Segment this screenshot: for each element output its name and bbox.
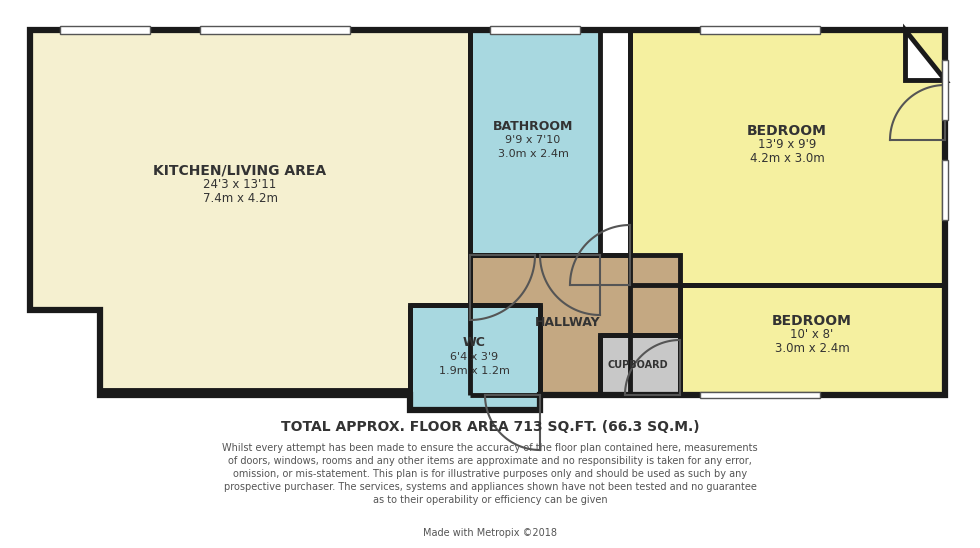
Bar (490, 26, 580, 34)
Bar (60, 26, 150, 34)
Text: prospective purchaser. The services, systems and appliances shown have not been : prospective purchaser. The services, sys… (223, 482, 757, 492)
Bar (942, 60, 948, 120)
Text: CUPBOARD: CUPBOARD (608, 360, 668, 370)
Text: of doors, windows, rooms and any other items are approximate and no responsibili: of doors, windows, rooms and any other i… (228, 456, 752, 466)
Text: WC: WC (463, 336, 485, 350)
Bar (700, 26, 820, 34)
Text: 13'9 x 9'9: 13'9 x 9'9 (758, 139, 816, 151)
Bar (630, 30, 945, 285)
Bar (470, 255, 680, 395)
Text: 1.9m x 1.2m: 1.9m x 1.2m (439, 366, 510, 376)
Bar (470, 30, 600, 255)
Text: Whilst every attempt has been made to ensure the accuracy of the floor plan cont: Whilst every attempt has been made to en… (222, 443, 758, 453)
Text: BEDROOM: BEDROOM (747, 124, 827, 138)
Bar (410, 305, 540, 410)
Text: 24'3 x 13'11: 24'3 x 13'11 (204, 179, 276, 191)
Text: BEDROOM: BEDROOM (772, 314, 852, 328)
Text: 10' x 8': 10' x 8' (791, 328, 834, 341)
Text: HALLWAY: HALLWAY (535, 316, 601, 328)
Bar (700, 392, 820, 398)
Text: 6'4 x 3'9: 6'4 x 3'9 (450, 352, 498, 362)
Polygon shape (30, 30, 470, 390)
Text: KITCHEN/LIVING AREA: KITCHEN/LIVING AREA (154, 164, 326, 178)
Text: 7.4m x 4.2m: 7.4m x 4.2m (203, 192, 277, 206)
Text: TOTAL APPROX. FLOOR AREA 713 SQ.FT. (66.3 SQ.M.): TOTAL APPROX. FLOOR AREA 713 SQ.FT. (66.… (280, 420, 700, 434)
Text: 3.0m x 2.4m: 3.0m x 2.4m (498, 149, 568, 159)
Bar (942, 160, 948, 220)
Text: BATHROOM: BATHROOM (493, 119, 573, 133)
Bar (200, 26, 350, 34)
Text: 4.2m x 3.0m: 4.2m x 3.0m (750, 152, 824, 165)
Bar (600, 335, 680, 395)
Text: as to their operability or efficiency can be given: as to their operability or efficiency ca… (372, 495, 608, 505)
Text: Made with Metropix ©2018: Made with Metropix ©2018 (423, 528, 557, 538)
Bar (680, 285, 945, 395)
Text: omission, or mis-statement. This plan is for illustrative purposes only and shou: omission, or mis-statement. This plan is… (233, 469, 747, 479)
Text: 3.0m x 2.4m: 3.0m x 2.4m (774, 342, 850, 356)
Polygon shape (905, 30, 945, 80)
Text: 9'9 x 7'10: 9'9 x 7'10 (506, 135, 561, 145)
